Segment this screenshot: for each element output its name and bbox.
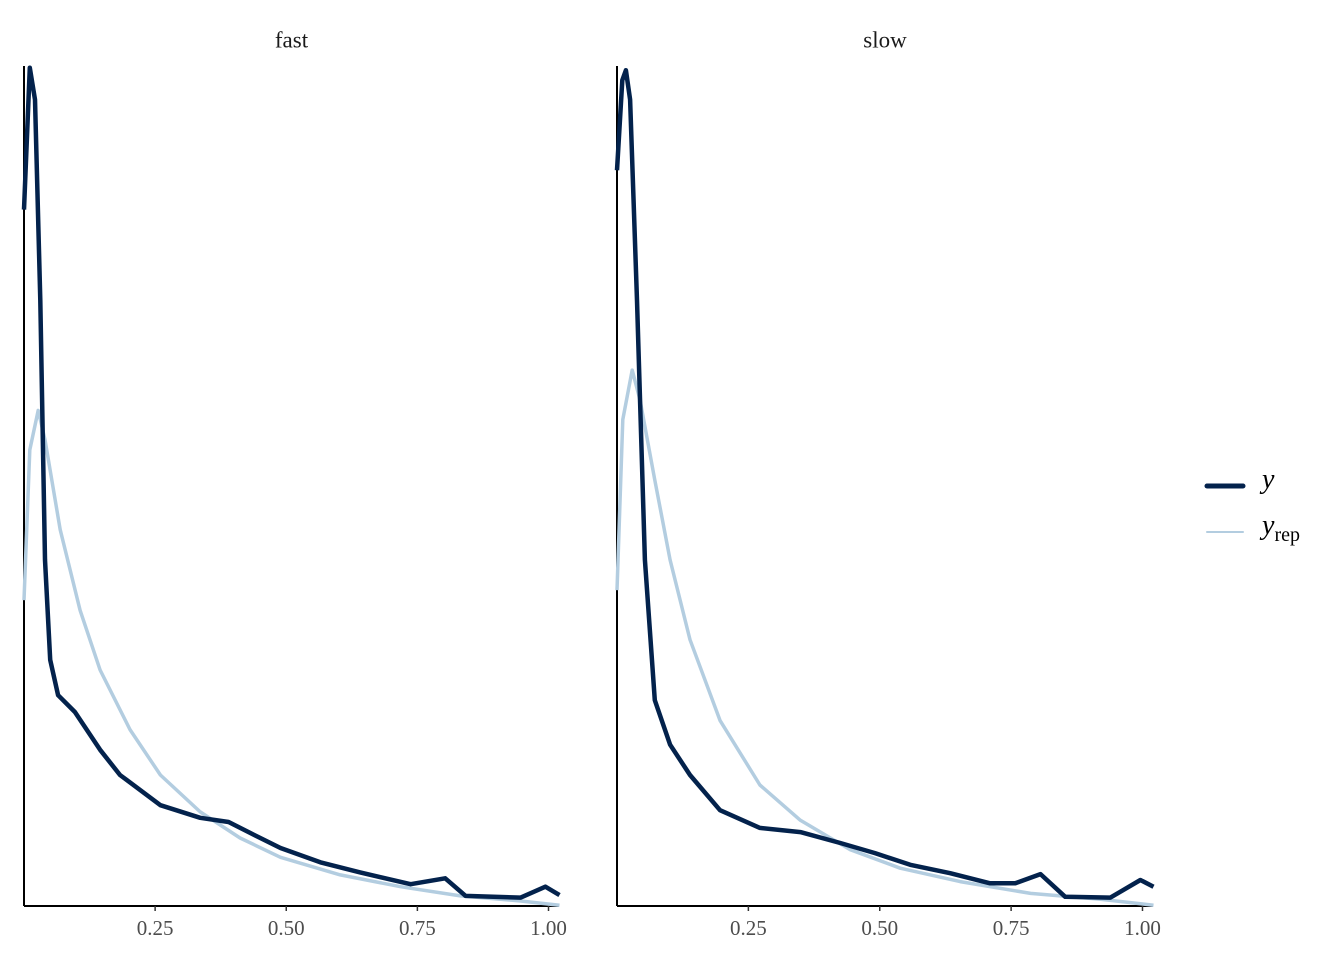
density-line bbox=[21, 65, 561, 900]
panel-title: slow bbox=[863, 27, 907, 52]
x-tick-label: 0.25 bbox=[137, 916, 174, 940]
density-line bbox=[614, 67, 1155, 900]
x-tick-label: 0.50 bbox=[268, 916, 305, 940]
x-tick-label: 0.50 bbox=[861, 916, 898, 940]
x-tick-label: 0.25 bbox=[730, 916, 767, 940]
panel-title: fast bbox=[275, 27, 309, 52]
legend-label: y bbox=[1259, 464, 1275, 495]
x-tick-label: 1.00 bbox=[530, 916, 567, 940]
x-tick-label: 0.75 bbox=[993, 916, 1030, 940]
density-line bbox=[22, 408, 560, 907]
density-line bbox=[615, 368, 1154, 907]
x-tick-label: 0.75 bbox=[399, 916, 436, 940]
legend-label: yrep bbox=[1259, 510, 1300, 545]
x-tick-label: 1.00 bbox=[1124, 916, 1161, 940]
